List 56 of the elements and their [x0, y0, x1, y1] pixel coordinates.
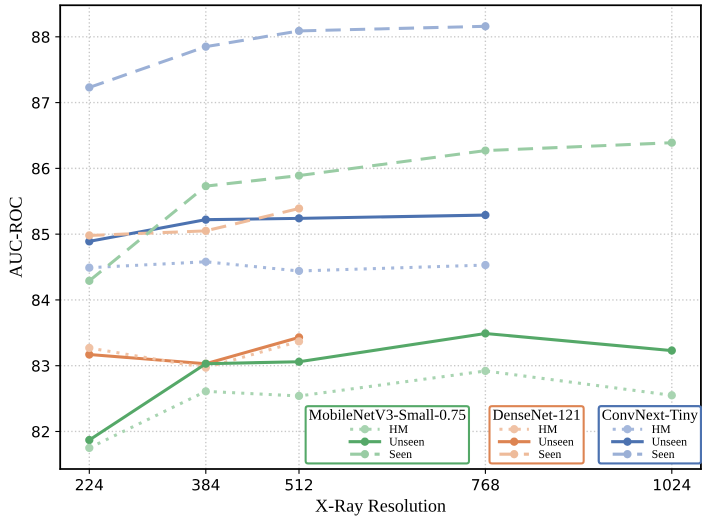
- point: [668, 391, 676, 400]
- text: ConvNext-Tiny: [602, 410, 698, 424]
- point: [85, 276, 94, 286]
- y-tick-label: 86: [32, 162, 50, 174]
- point: [481, 210, 490, 220]
- point: [481, 146, 490, 155]
- legend-label: HM: [538, 425, 558, 433]
- point: [202, 226, 210, 236]
- point: [668, 346, 676, 355]
- y-tick-label: 82: [32, 426, 49, 438]
- legend-label: Unseen: [652, 438, 687, 446]
- point: [202, 182, 210, 190]
- point: [202, 42, 210, 51]
- text: MobileNetV3-Small-0.75: [309, 409, 466, 420]
- y-axis-title: AUC-ROC: [10, 197, 22, 278]
- y-tick-label: 88: [32, 31, 50, 43]
- y-tick-label: 87: [32, 97, 50, 109]
- point: [202, 258, 210, 266]
- x-tick-label: 768: [472, 478, 499, 491]
- point: [85, 231, 94, 240]
- legend-label: Seen: [390, 450, 412, 458]
- point: [85, 83, 94, 92]
- x-tick-label: 512: [286, 478, 312, 491]
- point: [294, 204, 304, 213]
- point: [294, 171, 304, 180]
- point: [85, 264, 94, 272]
- point: [294, 266, 304, 276]
- point: [668, 138, 676, 147]
- point: [294, 214, 304, 223]
- point: [202, 216, 210, 224]
- x-tick-label: 384: [192, 478, 220, 491]
- legend-label: HM: [652, 425, 670, 433]
- point: [294, 337, 304, 346]
- legend-label: HM: [389, 425, 408, 433]
- point: [481, 22, 490, 30]
- x-tick-label: 224: [76, 478, 104, 490]
- y-tick-label: 85: [32, 228, 50, 240]
- legend-label: Unseen: [538, 438, 574, 446]
- point: [85, 436, 94, 444]
- y-tick-label: 84: [32, 294, 50, 306]
- y-tick-label: 83: [32, 360, 50, 372]
- point: [294, 26, 304, 36]
- point: [85, 444, 94, 452]
- point: [481, 260, 490, 270]
- x-axis-title: X-Ray Resolution: [316, 499, 446, 516]
- legend-label: Seen: [652, 450, 674, 458]
- legend-label: Unseen: [389, 438, 424, 446]
- legend-label: Seen: [539, 450, 562, 458]
- point: [202, 387, 210, 396]
- point: [481, 366, 490, 376]
- x-tick-label: 1024: [654, 478, 690, 491]
- text: DenseNet-121: [492, 410, 580, 420]
- point: [294, 392, 304, 400]
- point: [481, 329, 490, 338]
- point: [294, 358, 304, 366]
- point: [85, 344, 94, 352]
